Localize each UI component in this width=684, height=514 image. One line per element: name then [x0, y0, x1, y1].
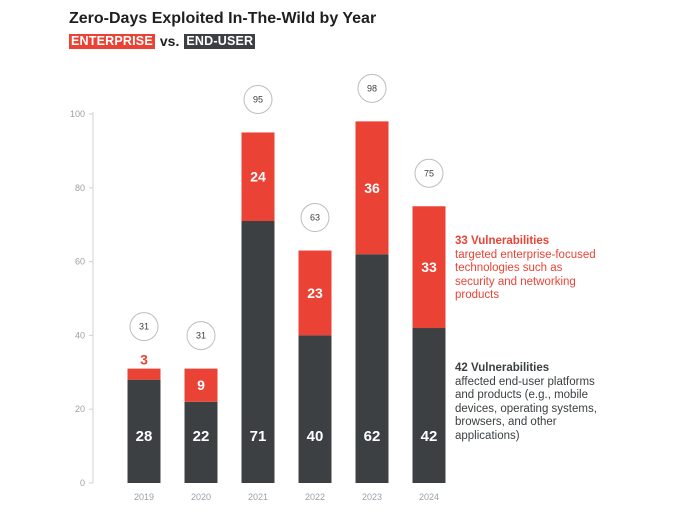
- total-label: 63: [310, 213, 320, 223]
- total-label: 98: [367, 83, 377, 93]
- data-label-enterprise: 9: [197, 377, 205, 393]
- x-tick-label: 2022: [305, 492, 325, 502]
- x-tick-label: 2021: [248, 492, 268, 502]
- enterprise-annotation-head: 33 Vulnerabilities: [455, 235, 550, 247]
- bar-enduser: [412, 328, 446, 483]
- total-circle: [357, 73, 387, 103]
- data-label-enduser: 28: [136, 428, 153, 445]
- bar-enterprise: [241, 132, 275, 222]
- data-label-enduser: 40: [307, 428, 324, 445]
- x-tick-label: 2024: [419, 492, 439, 502]
- y-tick-label: 80: [75, 183, 85, 193]
- total-circle: [186, 321, 216, 351]
- total-circle: [243, 84, 273, 114]
- enduser-tag: END-USER: [184, 33, 256, 49]
- data-label-enduser: 22: [193, 428, 210, 445]
- total-label: 75: [424, 168, 434, 178]
- x-tick-label: 2023: [362, 492, 382, 502]
- enterprise-annotation: 33 Vulnerabilities targeted enterprise-f…: [455, 235, 605, 303]
- y-tick-label: 40: [75, 330, 85, 340]
- data-label-enterprise: 23: [307, 285, 323, 301]
- bar-enterprise: [127, 368, 161, 380]
- y-tick-label: 0: [80, 478, 85, 488]
- bar-enterprise: [355, 121, 389, 255]
- total-circle: [300, 203, 330, 233]
- vs-label: vs.: [159, 33, 180, 49]
- total-label: 31: [139, 322, 149, 332]
- chart-title: Zero-Days Exploited In-The-Wild by Year: [69, 10, 377, 27]
- bar-enduser: [127, 379, 161, 483]
- enterprise-annotation-body: targeted enterprise-focused technologies…: [455, 248, 596, 302]
- total-label: 31: [196, 331, 206, 341]
- bar-enduser: [184, 401, 218, 483]
- data-label-enterprise: 24: [250, 169, 266, 185]
- y-tick-label: 60: [75, 257, 85, 267]
- bar-enterprise: [412, 206, 446, 329]
- bar-enterprise: [298, 250, 332, 336]
- data-label-enterprise: 3: [140, 352, 148, 368]
- total-circle: [129, 312, 159, 342]
- data-label-enterprise: 33: [421, 259, 437, 275]
- enduser-annotation-body: affected end-user platforms and products…: [455, 375, 597, 442]
- total-circle: [414, 158, 444, 188]
- bar-enduser: [355, 254, 389, 483]
- y-tick-label: 20: [75, 404, 85, 414]
- chart-subtitle: ENTERPRISE vs. END-USER: [69, 33, 256, 49]
- enterprise-tag: ENTERPRISE: [69, 33, 155, 49]
- x-tick-label: 2019: [134, 492, 154, 502]
- bar-enterprise: [184, 368, 218, 402]
- data-label-enduser: 42: [421, 428, 438, 445]
- data-label-enduser: 62: [364, 428, 381, 445]
- bar-enduser: [298, 335, 332, 483]
- enduser-annotation-head: 42 Vulnerabilities: [455, 362, 550, 374]
- enduser-annotation: 42 Vulnerabilities affected end-user pla…: [455, 362, 605, 443]
- data-label-enterprise: 36: [364, 180, 380, 196]
- data-label-enduser: 71: [250, 428, 267, 445]
- y-tick-label: 100: [70, 109, 85, 119]
- x-tick-label: 2020: [191, 492, 211, 502]
- total-label: 95: [253, 94, 263, 104]
- bar-enduser: [241, 221, 275, 483]
